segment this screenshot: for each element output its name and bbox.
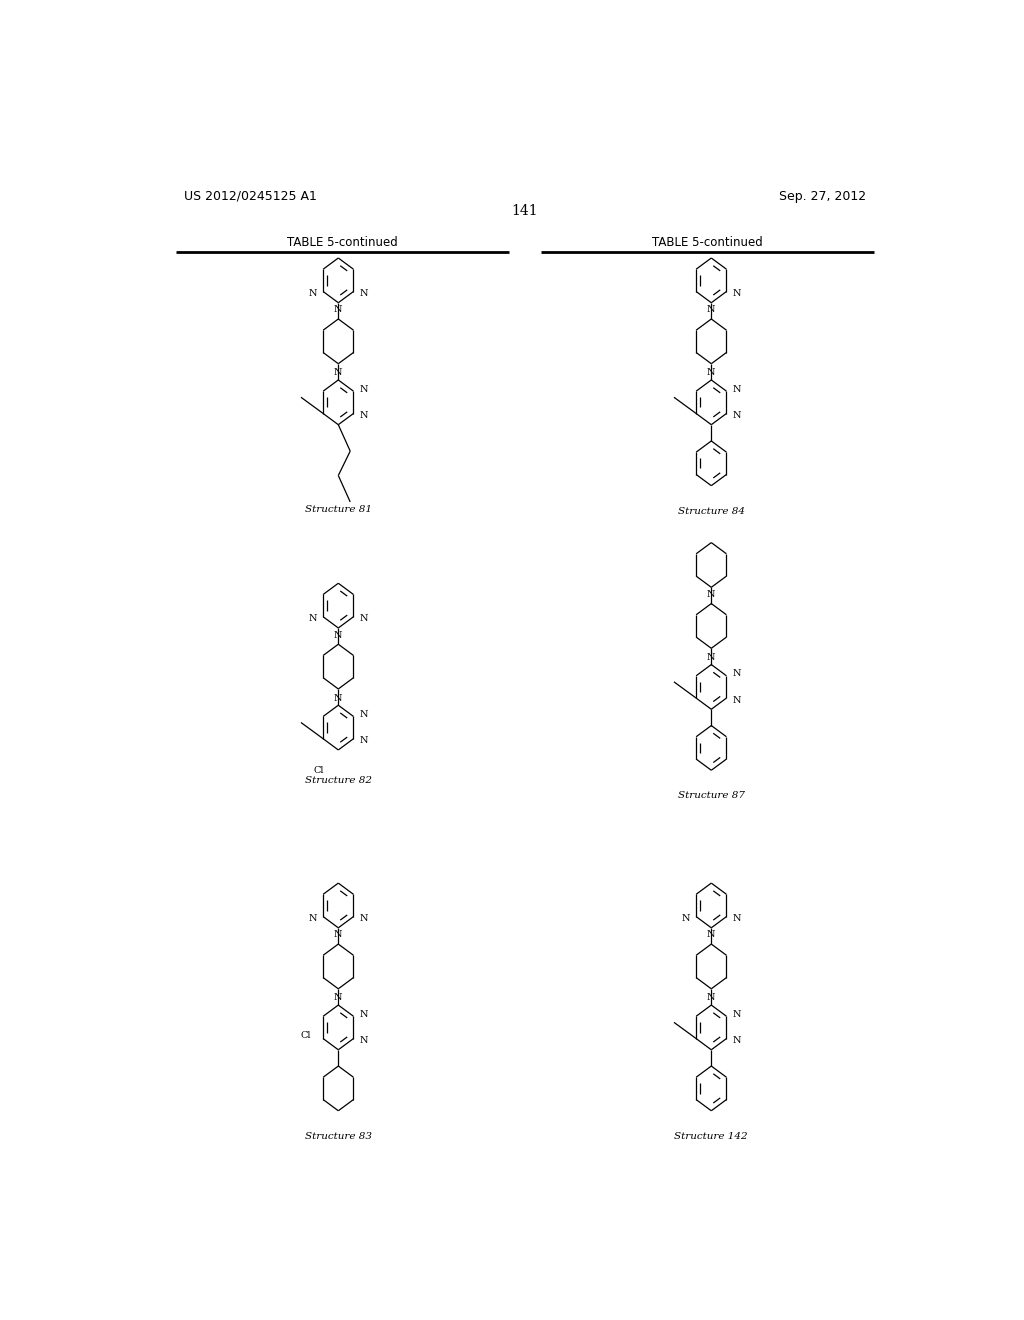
Text: N: N (732, 696, 741, 705)
Text: TABLE 5-continued: TABLE 5-continued (652, 236, 763, 249)
Text: N: N (359, 289, 368, 298)
Text: Sep. 27, 2012: Sep. 27, 2012 (779, 190, 866, 202)
Text: N: N (359, 915, 368, 923)
Text: Structure 84: Structure 84 (678, 507, 744, 516)
Text: N: N (334, 631, 343, 640)
Text: N: N (359, 1010, 368, 1019)
Text: N: N (707, 368, 716, 378)
Text: N: N (359, 411, 368, 420)
Text: N: N (359, 614, 368, 623)
Text: N: N (334, 693, 343, 702)
Text: Structure 81: Structure 81 (305, 504, 372, 513)
Text: TABLE 5-continued: TABLE 5-continued (287, 236, 397, 249)
Text: N: N (334, 931, 343, 940)
Text: N: N (359, 710, 368, 719)
Text: N: N (707, 994, 716, 1002)
Text: N: N (707, 931, 716, 940)
Text: N: N (732, 384, 741, 393)
Text: US 2012/0245125 A1: US 2012/0245125 A1 (183, 190, 316, 202)
Text: N: N (308, 289, 317, 298)
Text: Structure 87: Structure 87 (678, 791, 744, 800)
Text: N: N (732, 289, 741, 298)
Text: N: N (359, 1036, 368, 1045)
Text: N: N (334, 305, 343, 314)
Text: N: N (359, 384, 368, 393)
Text: 141: 141 (511, 205, 539, 218)
Text: Cl: Cl (313, 766, 324, 775)
Text: N: N (732, 1036, 741, 1045)
Text: N: N (334, 368, 343, 378)
Text: N: N (732, 411, 741, 420)
Text: N: N (707, 305, 716, 314)
Text: N: N (682, 915, 690, 923)
Text: Structure 82: Structure 82 (305, 776, 372, 785)
Text: N: N (732, 1010, 741, 1019)
Text: Structure 142: Structure 142 (675, 1131, 749, 1140)
Text: N: N (732, 915, 741, 923)
Text: N: N (707, 590, 716, 599)
Text: N: N (359, 737, 368, 746)
Text: N: N (334, 994, 343, 1002)
Text: Structure 83: Structure 83 (305, 1131, 372, 1140)
Text: N: N (732, 669, 741, 678)
Text: Cl: Cl (300, 1031, 311, 1040)
Text: N: N (707, 653, 716, 661)
Text: N: N (308, 915, 317, 923)
Text: N: N (308, 614, 317, 623)
